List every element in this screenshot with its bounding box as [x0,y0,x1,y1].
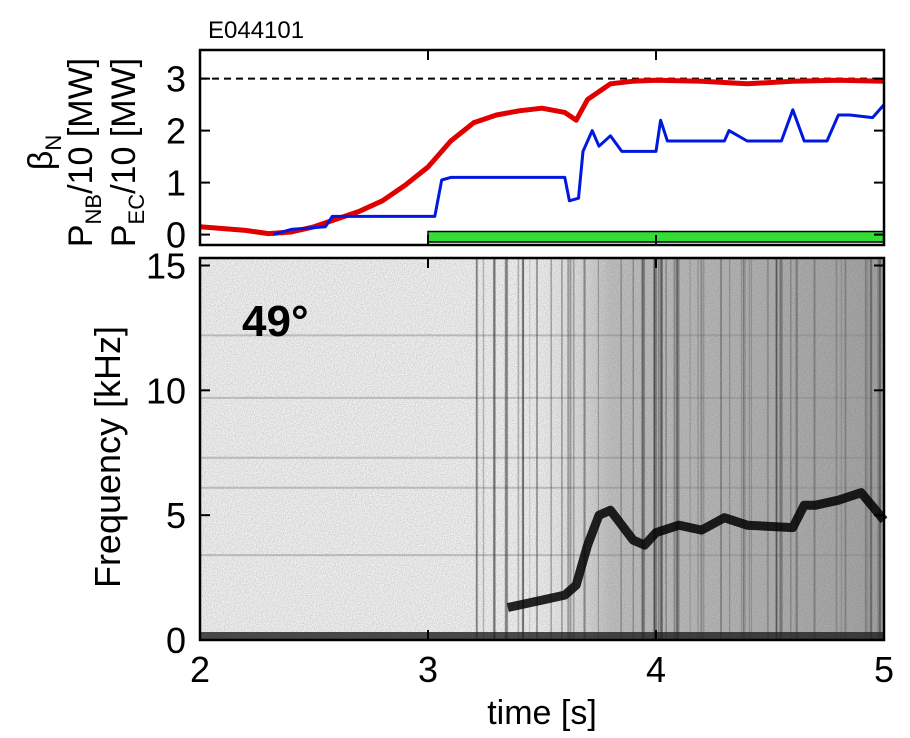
y-tick-label: 1 [166,163,186,204]
line-series [199,77,885,237]
y-tick-label: 3 [166,59,186,100]
plot-frame [198,48,886,247]
x-tick-label: 4 [646,649,666,690]
annotation: 49° [242,297,309,346]
y-axis-label: Frequency [kHz] [87,326,128,588]
y-axis-label: PEC/10 [MW] [105,58,149,247]
floor-band [200,632,884,640]
chart-title: E044101 [208,17,304,44]
y-tick-label: 10 [146,370,186,411]
label-main: β [22,151,60,171]
label-main: P [105,224,143,247]
y-tick-label: 0 [166,620,186,661]
y-tick-label: 15 [146,245,186,286]
y-axis-label: βN [22,135,66,170]
x-tick-label: 3 [418,649,438,690]
x-tick-label: 5 [874,649,894,690]
label-rest: /10 [MW] [62,58,100,194]
plot-frame [198,256,886,642]
spectrogram-shade [200,258,884,640]
y-axis-label: PNB/10 [MW] [62,58,106,247]
label-sub: EC [124,194,149,225]
mode-trace [506,488,888,612]
label-main: P [62,224,100,247]
x-tick-label: 2 [190,649,210,690]
y-tick-label: 5 [166,495,186,536]
line-series [272,103,886,237]
label-rest: /10 [MW] [105,58,143,194]
label-sub: NB [81,194,106,225]
y-tick-label: 0 [166,215,186,256]
x-axis-label: time [s] [487,694,597,732]
label-sub: N [41,135,66,151]
y-tick-label: 2 [166,111,186,152]
